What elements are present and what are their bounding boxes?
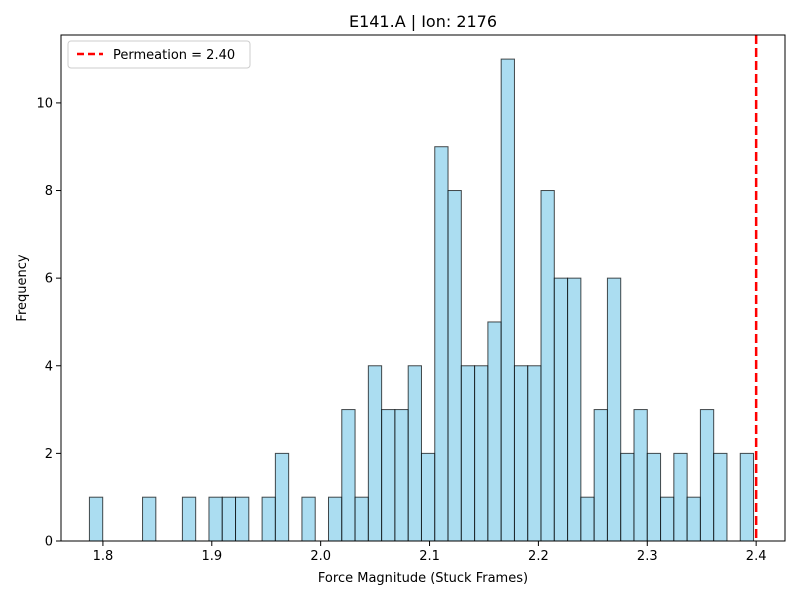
histogram-bar (354, 496, 369, 542)
histogram-bar (221, 496, 237, 542)
histogram-bar (235, 496, 250, 542)
histogram-bar (713, 452, 728, 542)
histogram-bar (593, 409, 608, 542)
histogram-bar (633, 409, 648, 542)
x-tick-label: 2.2 (528, 549, 549, 564)
x-tick-label: 2.4 (746, 549, 767, 564)
histogram-bar (341, 409, 356, 542)
histogram-bar (660, 496, 675, 542)
histogram-bar (553, 277, 569, 542)
histogram-bar (474, 365, 489, 542)
x-axis-label: Force Magnitude (Stuck Frames) (318, 571, 528, 586)
histogram-bar (540, 190, 555, 542)
y-tick-label: 10 (36, 96, 53, 111)
histogram-bar (434, 146, 449, 542)
histogram-bar (274, 452, 290, 542)
histogram-bar (407, 365, 422, 542)
y-tick-label: 8 (45, 184, 53, 199)
histogram-bar (420, 452, 436, 542)
histogram-bar (208, 496, 223, 542)
histogram-bar (500, 58, 515, 542)
x-tick-label: 2.1 (419, 549, 440, 564)
histogram-bar (181, 496, 197, 542)
x-tick-label: 2.3 (637, 549, 658, 564)
plot-frame (60, 34, 786, 542)
bars-group (88, 58, 755, 542)
histogram-bar (88, 496, 104, 542)
histogram-bar (739, 452, 755, 542)
y-axis-label: Frequency (15, 254, 30, 321)
histogram-bar (513, 365, 529, 542)
histogram-bar (527, 365, 542, 542)
histogram-bar (327, 496, 343, 542)
histogram-bar (699, 409, 715, 542)
histogram-bar (606, 277, 622, 542)
legend-box (67, 40, 251, 69)
histogram-bar (620, 452, 635, 542)
y-tick-label: 0 (45, 535, 53, 550)
histogram-bar (394, 409, 409, 542)
histogram-bar (646, 452, 662, 542)
histogram-bar (686, 496, 701, 542)
y-tick-label: 6 (45, 272, 53, 287)
histogram-bar (447, 190, 462, 542)
y-tick-label: 4 (45, 359, 53, 374)
y-tick-label: 2 (45, 447, 53, 462)
histogram-bar (460, 365, 476, 542)
histogram-bar (673, 452, 688, 542)
histogram-bar (487, 321, 502, 542)
histogram-bar (301, 496, 316, 542)
histogram-bar (381, 409, 396, 542)
histogram-bar (580, 496, 595, 542)
x-tick-label: 2.0 (310, 549, 331, 564)
x-axis-ticks: 1.8 1.9 2.0 2.1 2.2 2.3 2.4 (93, 541, 767, 564)
legend-label: Permeation = 2.40 (113, 48, 235, 63)
histogram-bar (142, 496, 157, 542)
y-axis-ticks: 0 2 4 6 8 10 (36, 96, 61, 550)
histogram-bar (567, 277, 582, 542)
chart-title: E141.A | Ion: 2176 (349, 12, 497, 31)
legend: Permeation = 2.40 (67, 40, 251, 69)
x-tick-label: 1.9 (201, 549, 222, 564)
histogram-bar (367, 365, 383, 542)
x-tick-label: 1.8 (93, 549, 114, 564)
histogram-bar (261, 496, 276, 542)
